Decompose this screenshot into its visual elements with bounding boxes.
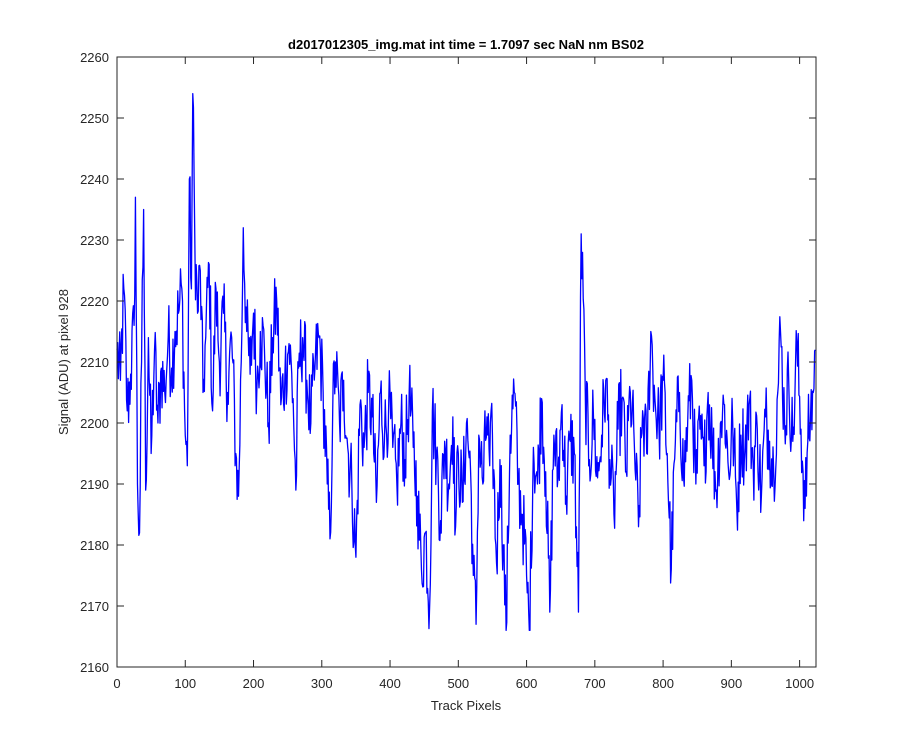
x-tick-label: 700: [584, 676, 606, 691]
plot-area: [117, 57, 816, 667]
y-tick-label: 2260: [80, 50, 109, 65]
y-tick-label: 2240: [80, 172, 109, 187]
y-tick-label: 2210: [80, 355, 109, 370]
y-tick-label: 2230: [80, 233, 109, 248]
y-tick-label: 2180: [80, 538, 109, 553]
plot-background: [117, 57, 816, 667]
x-tick-label: 300: [311, 676, 333, 691]
y-axis-label: Signal (ADU) at pixel 928: [56, 289, 71, 435]
series-line: [116, 92, 816, 632]
y-tick-label: 2220: [80, 294, 109, 309]
x-axis-label: Track Pixels: [431, 698, 502, 713]
x-tick-label: 600: [516, 676, 538, 691]
x-tick-label: 200: [243, 676, 265, 691]
chart-title: d2017012305_img.mat int time = 1.7097 se…: [288, 37, 644, 52]
y-tick-label: 2200: [80, 416, 109, 431]
x-tick-label: 0: [113, 676, 120, 691]
y-tick-label: 2170: [80, 599, 109, 614]
x-tick-label: 400: [379, 676, 401, 691]
x-tick-label: 100: [174, 676, 196, 691]
y-tick-label: 2190: [80, 477, 109, 492]
x-tick-label: 900: [721, 676, 743, 691]
y-tick-label: 2160: [80, 660, 109, 675]
x-tick-label: 1000: [785, 676, 814, 691]
x-tick-label: 800: [652, 676, 674, 691]
y-tick-label: 2250: [80, 111, 109, 126]
ticks-layer: 0 100 200 300 400 500 600 700 800 900 1000 2160 2170…: [80, 50, 816, 691]
series-layer: [116, 92, 816, 632]
x-tick-label: 500: [447, 676, 469, 691]
